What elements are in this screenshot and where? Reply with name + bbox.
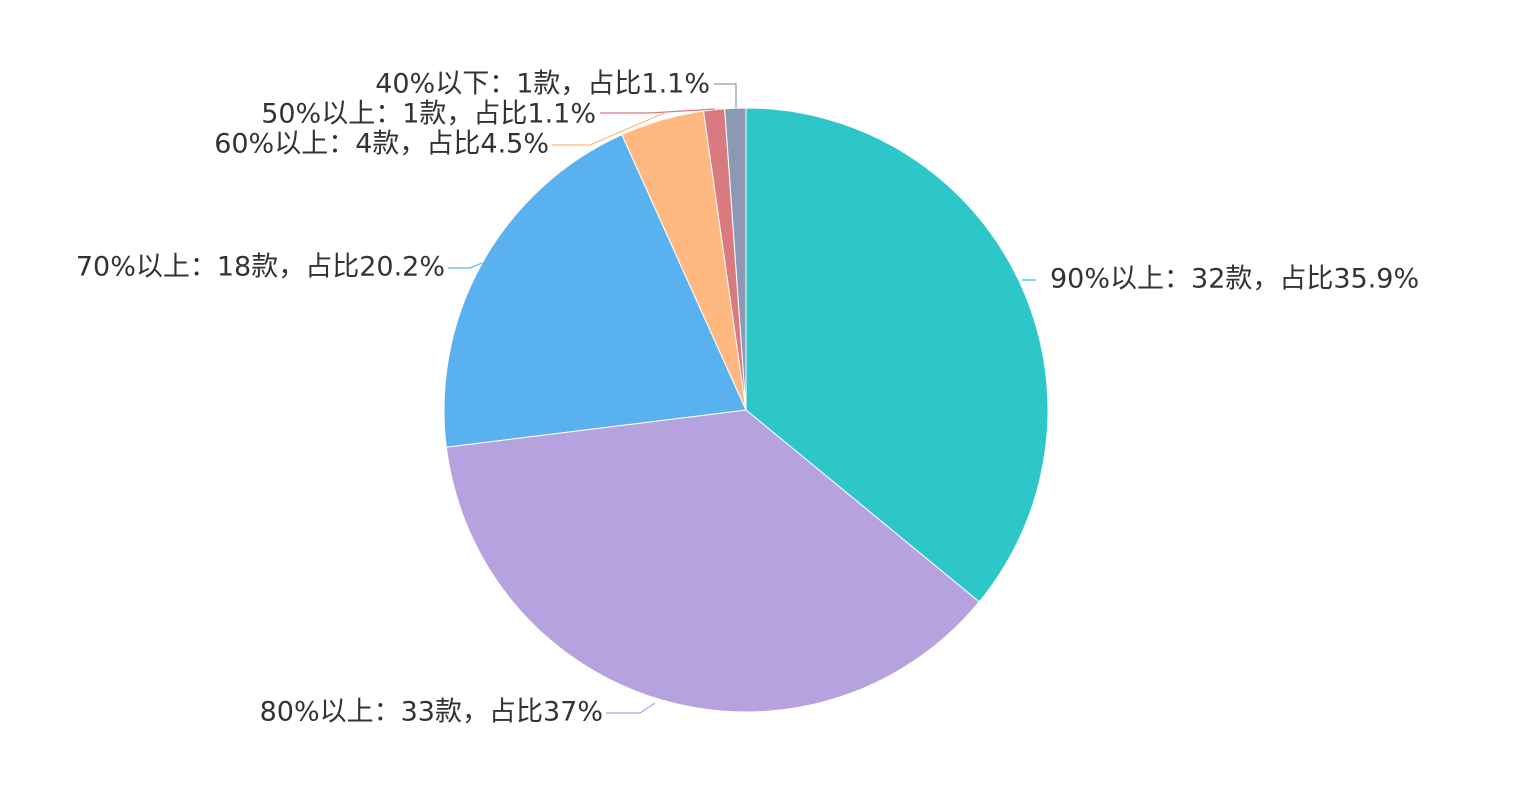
slice-label-2: 80%以上：33款，占比37% [260,697,603,728]
leader-line-3 [448,262,483,269]
pie-slice-3 [443,134,747,448]
slice-label-6: 40%以下：1款，占比1.1% [375,69,710,100]
slice-label-3: 70%以上：18款，占比20.2% [76,252,445,283]
pie-slice-6 [724,107,747,411]
leader-line-2 [606,702,656,714]
leader-line-5 [600,108,716,114]
pie-slice-1 [745,107,1049,603]
leader-lines [448,83,1036,714]
leader-line-4 [552,112,665,146]
leader-line-6 [714,83,737,108]
pie-slices [443,107,1049,713]
slice-label-1: 90%以上：32款，占比35.9% [1050,264,1419,295]
slice-labels: 90%以上：32款，占比35.9% 80%以上：33款，占比37% 70%以上：18… [76,69,1419,728]
slice-label-4: 60%以上：4款，占比4.5% [214,129,549,160]
slice-label-5: 50%以上：1款，占比1.1% [261,99,596,130]
pie-slice-2 [445,409,980,713]
